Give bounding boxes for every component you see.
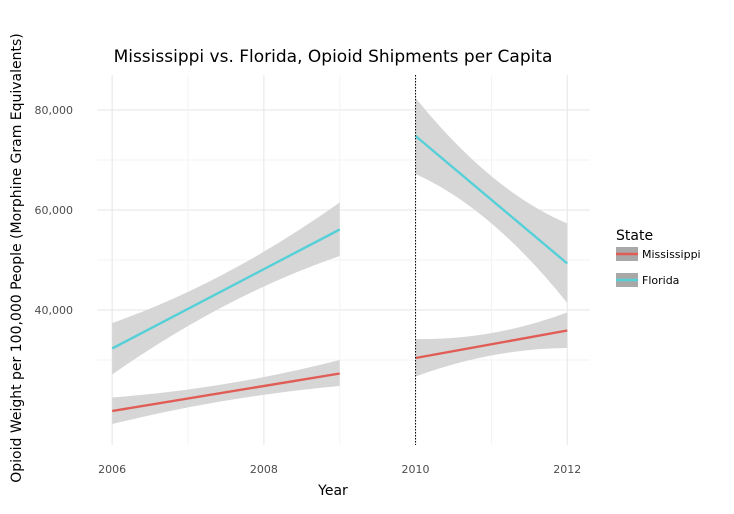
series-line-florida-0 (111, 228, 341, 350)
x-tick-label: 2006 (98, 463, 126, 476)
series-line-mississippi-0 (111, 372, 340, 413)
y-axis-ticks: 40,000 60,000 80,000 (35, 104, 74, 317)
y-tick-label: 40,000 (35, 304, 74, 317)
legend-keys (616, 247, 638, 287)
y-axis-title: Opioid Weight per 100,000 People (Morphi… (9, 33, 25, 483)
series-lines (111, 135, 569, 413)
y-tick-label: 60,000 (35, 204, 74, 217)
legend-label-mississippi: Mississippi (642, 248, 701, 261)
legend: State Mississippi Florida (616, 228, 701, 287)
legend-title: State (616, 228, 653, 244)
x-tick-label: 2012 (553, 463, 581, 476)
x-axis-ticks: 2006 2008 2010 2012 (98, 463, 581, 476)
chart-title: Mississippi vs. Florida, Opioid Shipment… (114, 47, 553, 67)
y-tick-label: 80,000 (35, 104, 74, 117)
series-line-florida-1 (414, 135, 569, 265)
grid-lines (97, 75, 590, 445)
legend-label-florida: Florida (642, 274, 679, 287)
series-line-mississippi-1 (415, 329, 568, 360)
x-tick-label: 2010 (402, 463, 430, 476)
x-tick-label: 2008 (250, 463, 278, 476)
x-axis-title: Year (317, 483, 348, 499)
